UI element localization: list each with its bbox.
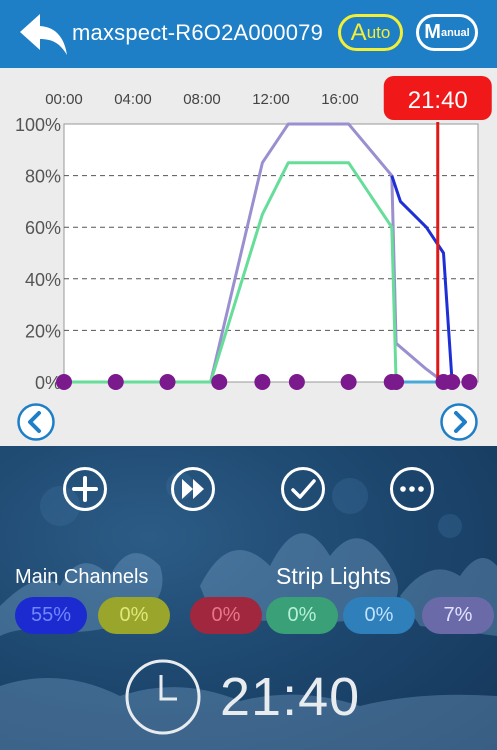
schedule-point — [107, 374, 124, 390]
schedule-chart[interactable]: 100% 80% 60% 40% 20% 0% 00:00 04:00 08:00 12:00 16… — [0, 68, 497, 446]
schedule-point — [254, 374, 271, 390]
x-tick-label: 04:00 — [114, 91, 152, 108]
clock-icon — [124, 658, 202, 736]
manual-label-small: anual — [440, 26, 470, 39]
channel-pill-3[interactable]: 0% — [190, 597, 262, 634]
control-panel: Main Channels Strip Lights 55% 0% 0% 0% … — [0, 446, 497, 750]
channel-value: 0% — [119, 604, 149, 626]
fast-forward-button[interactable] — [170, 466, 216, 512]
y-tick-label: 0% — [35, 373, 61, 393]
x-tick-label: 16:00 — [321, 91, 359, 108]
schedule-chart-panel: 100% 80% 60% 40% 20% 0% 00:00 04:00 08:00 12:00 16… — [0, 68, 497, 446]
channel-pill-4[interactable]: 0% — [266, 597, 338, 634]
schedule-point — [340, 374, 357, 390]
y-tick-label: 40% — [25, 270, 61, 290]
checkmark-icon — [281, 467, 325, 511]
y-tick-label: 20% — [25, 321, 61, 341]
y-tick-label: 100% — [15, 115, 61, 135]
schedule-point — [444, 374, 461, 390]
confirm-button[interactable] — [280, 466, 326, 512]
auto-label-small: uto — [366, 22, 391, 42]
plus-icon — [63, 467, 107, 511]
y-tick-label: 60% — [25, 218, 61, 238]
schedule-point — [288, 374, 305, 390]
series-line-2 — [64, 161, 444, 384]
fast-forward-icon — [171, 467, 215, 511]
more-button[interactable] — [389, 466, 435, 512]
channel-value: 0% — [364, 604, 394, 626]
more-icon — [390, 467, 434, 511]
strip-lights-label: Strip Lights — [276, 563, 392, 589]
back-arrow-icon[interactable] — [18, 10, 70, 58]
device-title: maxspect-R6O2A000079 — [72, 20, 324, 45]
plot-area — [63, 123, 479, 383]
channel-value: 7% — [443, 604, 473, 626]
channel-pill-2[interactable]: 0% — [98, 597, 170, 634]
schedule-point — [461, 374, 478, 390]
series-line-1 — [64, 122, 445, 384]
current-time-badge-label: 21:40 — [408, 87, 468, 114]
x-tick-label: 08:00 — [183, 91, 221, 108]
current-time-badge — [383, 76, 492, 120]
add-button[interactable] — [62, 466, 108, 512]
channel-pill-6[interactable]: 7% — [422, 597, 494, 634]
series-line-3 — [390, 175, 454, 383]
manual-label-big: M — [424, 21, 441, 43]
schedule-point — [56, 374, 72, 390]
channel-value: 0% — [211, 604, 241, 626]
x-tick-label: 12:00 — [252, 91, 290, 108]
schedule-point — [388, 374, 405, 390]
next-arrow-icon[interactable] — [439, 402, 479, 442]
x-tick-label: 00:00 — [45, 91, 83, 108]
channel-value: 55% — [30, 604, 72, 626]
main-channels-label: Main Channels — [15, 566, 149, 588]
channel-pill-1[interactable]: 55% — [15, 597, 87, 634]
schedule-point — [211, 374, 228, 390]
current-time: 21:40 — [220, 667, 361, 727]
auto-label-big: A — [350, 18, 367, 46]
previous-arrow-icon[interactable] — [16, 402, 56, 442]
y-tick-label: 80% — [25, 167, 61, 187]
channel-pill-5[interactable]: 0% — [343, 597, 415, 634]
schedule-point — [159, 374, 176, 390]
channel-value: 0% — [287, 604, 317, 626]
